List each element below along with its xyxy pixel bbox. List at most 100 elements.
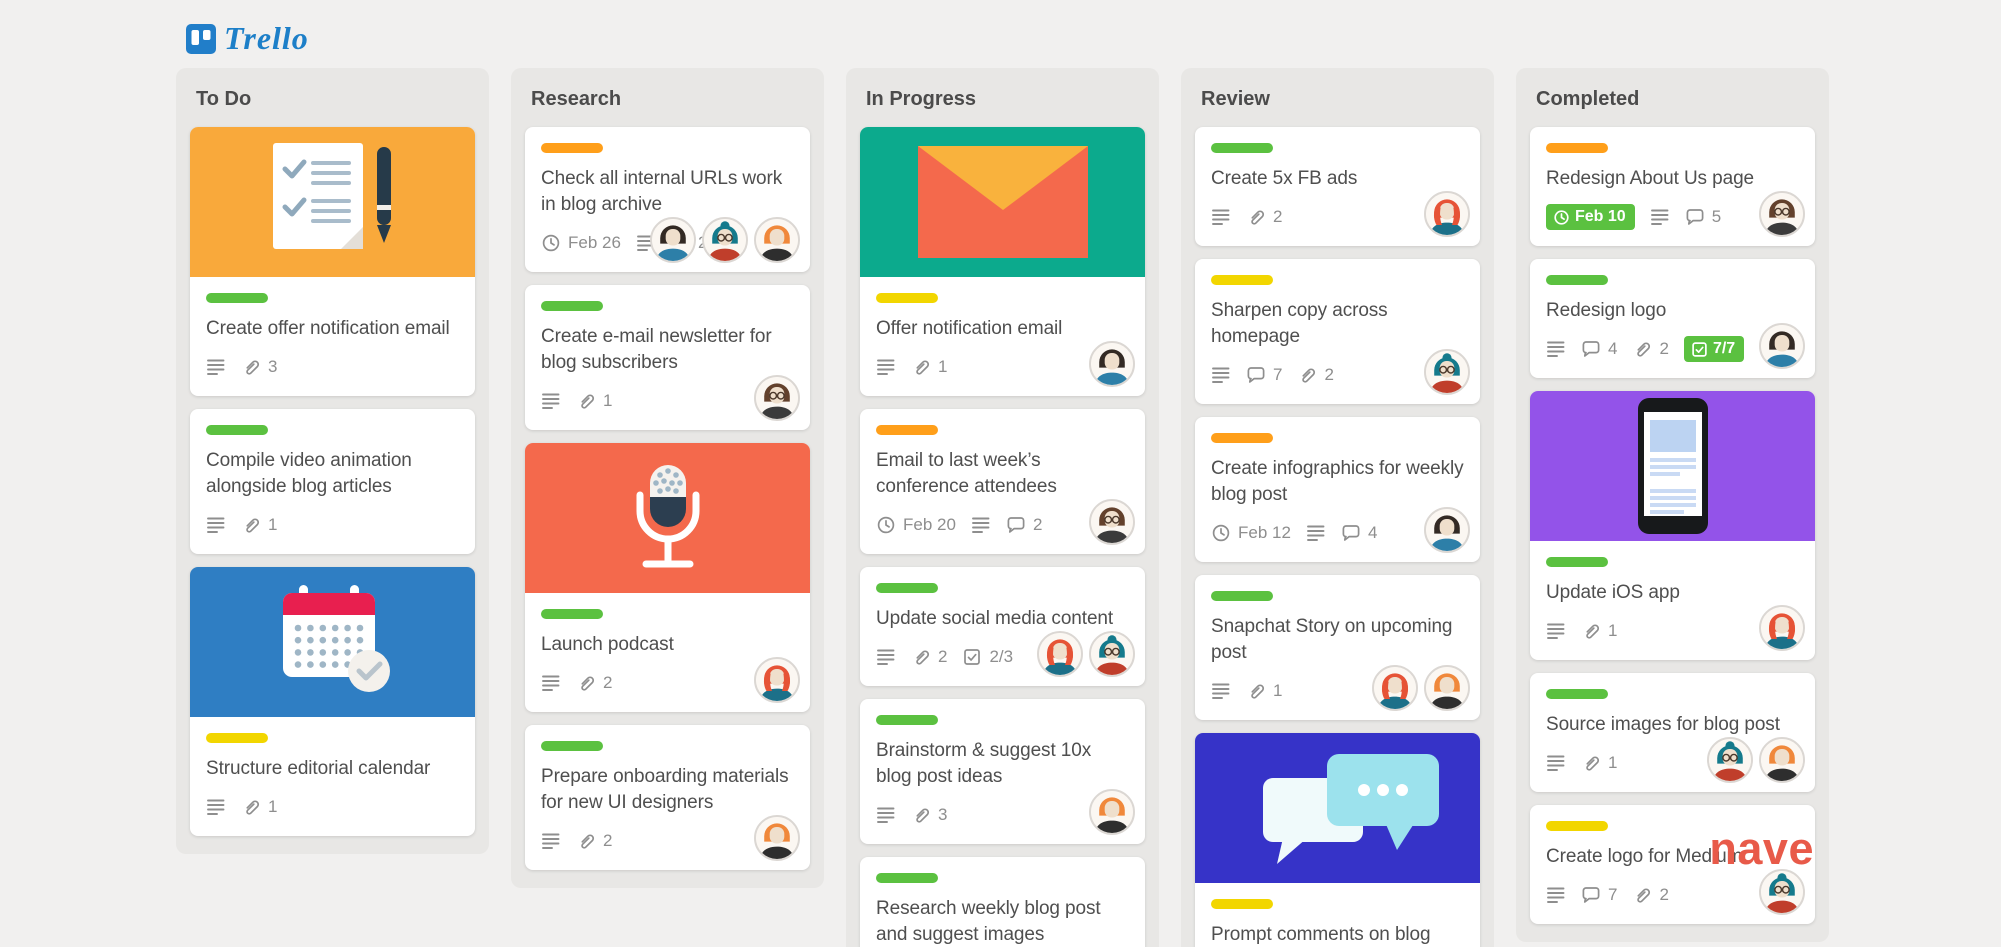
card-update-ios-app[interactable]: Update iOS app 1 [1530,391,1815,660]
description-badge [206,797,226,817]
card-body: Create e-mail newsletter for blog subscr… [525,285,810,430]
comments-badge: 4 [1581,339,1617,359]
card-badges: Feb 12 4 [1211,519,1464,547]
card-label-green [541,609,603,619]
description-badge [541,391,561,411]
comments-count: 4 [1608,339,1618,358]
card-brainstorm-suggest-10x-blog-post-ideas[interactable]: Brainstorm & suggest 10x blog post ideas… [860,699,1145,844]
card-create-e-mail-newsletter-for-blog-subscribers[interactable]: Create e-mail newsletter for blog subscr… [525,285,810,430]
attachments-badge: 1 [911,357,947,377]
description-badge [1211,207,1231,227]
avatar-man-orange-hair[interactable] [1759,737,1805,783]
avatar-man-orange-hair[interactable] [1089,789,1135,835]
comments-badge: 2 [1006,515,1042,535]
card-title: Structure editorial calendar [206,758,431,779]
avatar-woman-dark-hair[interactable] [1424,507,1470,553]
column-to-do: To Do Create offer notification email 3 Co… [176,68,489,854]
avatar-man-brown-glasses[interactable] [1089,499,1135,545]
card-create-5x-fb-ads[interactable]: Create 5x FB ads 2 [1195,127,1480,246]
card-prompt-comments-on-blog-posts[interactable]: Prompt comments on blog posts1 [1195,733,1480,947]
card-offer-notification-email[interactable]: Offer notification email 1 [860,127,1145,396]
card-badges: 3 [876,801,1129,829]
attachments-badge: 2 [1632,339,1669,359]
card-create-logo-for-medium[interactable]: Create logo for Medium 7 2 [1530,805,1815,924]
avatar-woman-red-hair[interactable] [1424,191,1470,237]
description-badge [876,805,896,825]
card-title: Offer notification email [876,318,1063,339]
card-check-all-internal-urls-work-in-blog-archive[interactable]: Check all internal URLs work in blog arc… [525,127,810,272]
avatar-woman-dark-hair[interactable] [1089,341,1135,387]
attachments-badge: 1 [576,391,612,411]
avatar-woman-teal-bun-glasses[interactable] [1424,349,1470,395]
card-create-offer-notification-email[interactable]: Create offer notification email 3 [190,127,475,396]
card-update-social-media-content[interactable]: Update social media content 2 2/3 [860,567,1145,686]
card-badges: 1 [876,353,1129,381]
attachments-badge: 2 [1246,207,1282,227]
card-badges: 2 [541,669,794,697]
card-title: Create 5x FB ads [1211,168,1358,189]
avatar-man-orange-hair[interactable] [754,815,800,861]
description-badge [971,515,991,535]
card-members [1089,499,1135,545]
card-prepare-onboarding-materials-for-new-ui-designers[interactable]: Prepare onboarding materials for new UI … [525,725,810,870]
card-title: Create offer notification email [206,318,450,339]
avatar-woman-dark-hair[interactable] [650,217,696,263]
card-compile-video-animation-alongside-blog-articles[interactable]: Compile video animation alongside blog a… [190,409,475,554]
avatar-woman-dark-hair[interactable] [1759,323,1805,369]
avatar-woman-red-hair[interactable] [1372,665,1418,711]
card-snapchat-story-on-upcoming-post[interactable]: Snapchat Story on upcoming post 1 [1195,575,1480,720]
attachments-count: 1 [1608,753,1618,772]
card-members [754,815,800,861]
phone-illustration [1530,391,1815,541]
avatar-man-orange-hair[interactable] [754,217,800,263]
card-label-orange [541,143,603,153]
calendar-graphic [282,585,390,692]
column-title: Research [531,88,622,110]
card-body: Sharpen copy across homepage 7 2 [1195,259,1480,404]
card-members [1424,191,1470,237]
card-title: Launch podcast [541,634,674,655]
card-label-green [876,873,938,883]
card-body: Create 5x FB ads 2 [1195,127,1480,246]
card-label-yellow [1546,821,1608,831]
column-research: Research Check all internal URLs work in … [511,68,824,888]
avatar-man-brown-glasses[interactable] [754,375,800,421]
card-create-infographics-for-weekly-blog-post[interactable]: Create infographics for weekly blog post… [1195,417,1480,562]
card-source-images-for-blog-post[interactable]: Source images for blog post 1 [1530,673,1815,792]
nave-watermark[interactable]: nave [1709,823,1814,874]
avatar-woman-red-hair[interactable] [1037,631,1083,677]
card-research-weekly-blog-post-and-suggest-images[interactable]: Research weekly blog post and suggest im… [860,857,1145,947]
checklist-note-graphic [272,143,391,249]
avatar-man-brown-glasses[interactable] [1759,191,1805,237]
avatar-woman-red-hair[interactable] [1759,605,1805,651]
avatar-woman-teal-bun-glasses[interactable] [1759,869,1805,915]
attachments-count: 2 [603,673,613,692]
card-structure-editorial-calendar[interactable]: Structure editorial calendar 1 [190,567,475,836]
card-redesign-logo[interactable]: Redesign logo 4 2 7/7 [1530,259,1815,378]
avatar-woman-teal-bun-glasses[interactable] [1707,737,1753,783]
card-launch-podcast[interactable]: Launch podcast 2 [525,443,810,712]
card-title: Create logo for Medium [1546,846,1743,867]
column-title: To Do [196,88,252,110]
card-badges: 1 [206,793,459,821]
card-body: Structure editorial calendar 1 [190,717,475,836]
card-body: Compile video animation alongside blog a… [190,409,475,554]
description-badge [1306,523,1326,543]
avatar-woman-teal-bun-glasses[interactable] [702,217,748,263]
description-icon [541,831,561,851]
description-icon [1306,523,1326,543]
avatar-woman-teal-bun-glasses[interactable] [1089,631,1135,677]
card-label-green [1211,591,1273,601]
card-redesign-about-us-page[interactable]: Redesign About Us page Feb 10 5 [1530,127,1815,246]
avatar-woman-red-hair[interactable] [754,657,800,703]
card-label-yellow [1211,275,1273,285]
attachments-badge: 1 [1581,753,1617,773]
description-badge [1650,207,1670,227]
paperclip-icon [911,805,931,825]
card-email-to-last-week-s-conference-attendees[interactable]: Email to last week’s conference attendee… [860,409,1145,554]
card-sharpen-copy-across-homepage[interactable]: Sharpen copy across homepage 7 2 [1195,259,1480,404]
card-members [1424,349,1470,395]
avatar-man-orange-hair[interactable] [1424,665,1470,711]
trello-logo[interactable]: Trello [186,20,309,57]
